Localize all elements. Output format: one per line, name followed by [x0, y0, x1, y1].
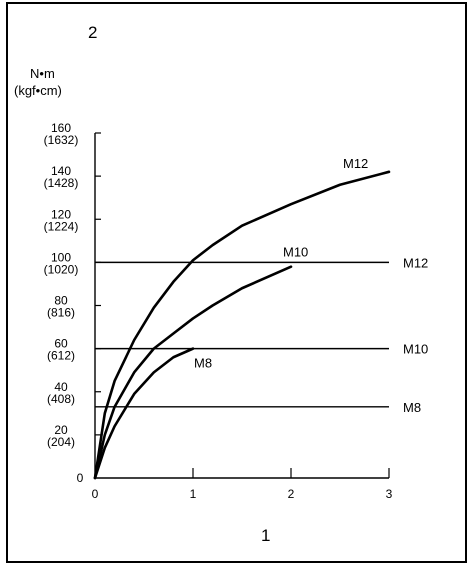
y-tick-label: 40 — [54, 380, 68, 394]
y-tick-sublabel: (1020) — [44, 262, 79, 276]
y-tick-label: 60 — [54, 337, 68, 351]
reference-line-label-m8: M8 — [403, 400, 421, 415]
series-curve-m10 — [93, 265, 293, 480]
y-tick-label: 160 — [51, 121, 71, 135]
y-tick-label: 100 — [51, 250, 71, 264]
reference-line-label-m10: M10 — [403, 342, 428, 357]
series-label-m8: M8 — [194, 356, 212, 371]
unit-label-nm: N•m — [30, 66, 55, 81]
y-tick-sublabel: (1632) — [44, 133, 79, 147]
y-tick-label: 20 — [54, 423, 68, 437]
series-label-m10: M10 — [283, 245, 308, 260]
series-curve-m8 — [93, 347, 195, 480]
x-tick-label: 1 — [190, 487, 197, 501]
bottom-number-label: 1 — [261, 526, 271, 545]
top-number-label: 2 — [88, 23, 98, 42]
x-tick-label: 0 — [92, 487, 99, 501]
x-tick-label: 3 — [386, 487, 393, 501]
y-tick-sublabel: (1428) — [44, 176, 79, 190]
y-tick-label: 140 — [51, 164, 71, 178]
y-tick-sublabel: (204) — [47, 435, 75, 449]
x-tick-label: 2 — [288, 487, 295, 501]
y-tick-label: 120 — [51, 207, 71, 221]
y-tick-sublabel: (408) — [47, 392, 75, 406]
y-tick-sublabel: (816) — [47, 306, 75, 320]
series-curve-m12 — [93, 170, 391, 480]
y-tick-sublabel: (1224) — [44, 219, 79, 233]
unit-label-kgfcm: (kgf•cm) — [14, 83, 62, 98]
y-tick-sublabel: (612) — [47, 349, 75, 363]
figure-border — [6, 2, 467, 563]
series-label-m12: M12 — [343, 156, 368, 171]
y-tick-label: 80 — [54, 294, 68, 308]
y-tick-label: 0 — [77, 471, 84, 485]
reference-line-label-m12: M12 — [403, 255, 428, 270]
